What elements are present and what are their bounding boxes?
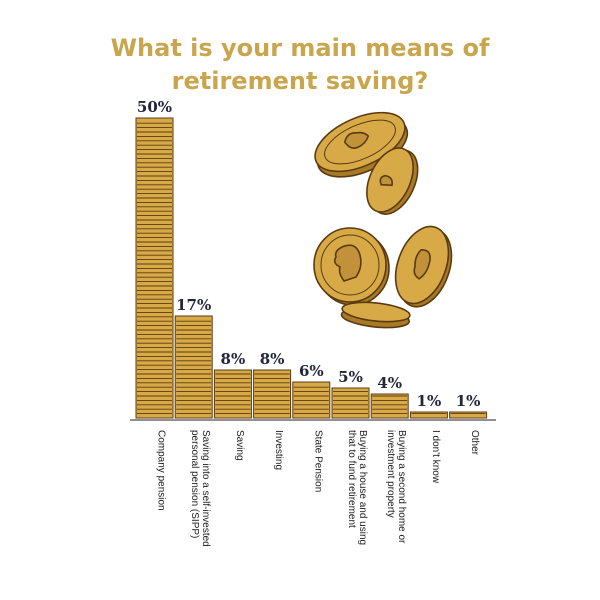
value-label-1: 17% [176,296,211,314]
category-label-3-line-0: Investing [273,430,284,470]
category-label-0-line-0: Company pension [156,430,167,511]
category-label-6-line-0: Buying a second home or [396,430,407,544]
category-label-6-line-1: investment property [385,430,396,518]
category-label-7-line-0: I don't know [430,430,441,484]
category-label-1-line-1: personal pension (SIPP) [189,430,200,538]
bar-8 [449,411,488,419]
value-label-0: 50% [137,98,172,116]
value-label-2: 8% [221,350,246,368]
bar-4 [292,381,331,419]
bar-3 [253,369,292,419]
category-label-5-line-1: that to fund retirement [346,430,357,528]
chart-title-line-2: retirement saving? [171,67,429,95]
value-label-6: 4% [377,374,402,392]
value-label-7: 1% [417,392,442,410]
value-label-5: 5% [338,368,363,386]
bar-7 [409,411,448,419]
bar-rect [253,369,292,419]
category-label-1-line-0: Saving into a self-invested [200,430,211,547]
value-label-4: 6% [299,362,324,380]
chart-title: What is your main means of retirement sa… [0,32,600,98]
bar-rect [174,315,213,419]
falling-coins-illustration [313,111,453,329]
chart-title-line-1: What is your main means of [110,34,490,62]
bar-6 [370,393,409,419]
bar-rect [449,411,488,419]
bar-1 [174,315,213,419]
bar-rect [370,393,409,419]
category-label-5-line-0: Buying a house and using [357,430,368,545]
bar-rect [409,411,448,419]
bar-5 [331,387,370,419]
bar-0 [135,117,174,419]
value-label-3: 8% [260,350,285,368]
value-label-8: 1% [456,392,481,410]
bar-rect [331,387,370,419]
category-label-8-line-0: Other [469,430,480,456]
category-label-4-line-0: State Pension [312,430,323,492]
bar-2 [213,369,252,419]
bar-rect [213,369,252,419]
category-label-2-line-0: Saving [234,430,245,461]
